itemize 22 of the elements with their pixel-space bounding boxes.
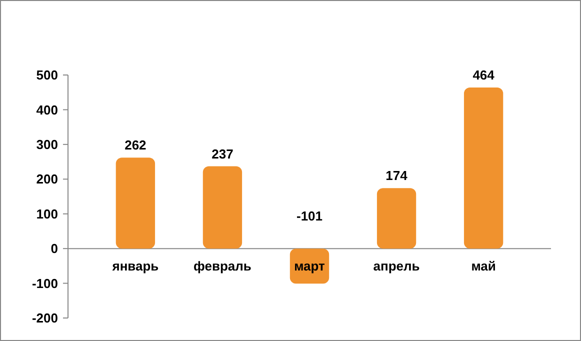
y-tick-label: 400 <box>36 102 58 118</box>
data-label: 174 <box>386 168 408 184</box>
x-tick-label: апрель <box>373 258 420 274</box>
bar <box>464 87 504 249</box>
data-label: 237 <box>212 146 234 162</box>
x-tick-label: февраль <box>194 258 252 274</box>
data-label: 464 <box>472 67 496 82</box>
data-label: 262 <box>124 138 146 153</box>
x-tick-label: май <box>471 258 496 274</box>
y-tick-label: 200 <box>36 172 58 187</box>
x-tick-label: январь <box>112 258 159 274</box>
y-tick-label: -200 <box>32 310 58 326</box>
y-tick-label: 300 <box>36 136 58 152</box>
bar <box>116 158 156 249</box>
y-tick-label: 500 <box>36 68 58 83</box>
y-tick-label: -100 <box>32 276 58 291</box>
y-tick-label: 100 <box>36 206 58 222</box>
bar <box>202 166 242 249</box>
y-tick-label: 0 <box>50 241 58 256</box>
x-tick-label: март <box>294 258 325 274</box>
bar <box>376 188 416 249</box>
data-label: -101 <box>296 208 323 224</box>
